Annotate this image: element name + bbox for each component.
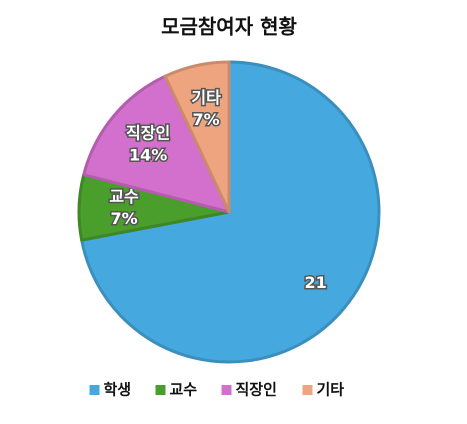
legend-swatch (221, 385, 232, 395)
slice-category: 기타 (191, 88, 221, 107)
slice-value-label: 7% (110, 209, 137, 228)
legend-label: 교수 (170, 381, 198, 399)
slice-value-label: 7% (193, 110, 220, 129)
legend-label: 기타 (317, 381, 345, 399)
legend-swatch (89, 385, 100, 395)
pie-slice (82, 74, 231, 214)
pie-slice (163, 60, 231, 214)
slice-category: 직장인 (126, 124, 170, 143)
slice-value-label: 21 (305, 273, 327, 292)
legend-label: 학생 (104, 381, 132, 399)
legend-swatch (155, 385, 166, 395)
legend-swatch (302, 385, 313, 395)
slice-category: 교수 (109, 187, 139, 206)
legend-label: 직장인 (236, 381, 277, 399)
chart-title: 모금참여자 현황 (161, 15, 297, 39)
slice-value-label: 14% (129, 146, 167, 165)
